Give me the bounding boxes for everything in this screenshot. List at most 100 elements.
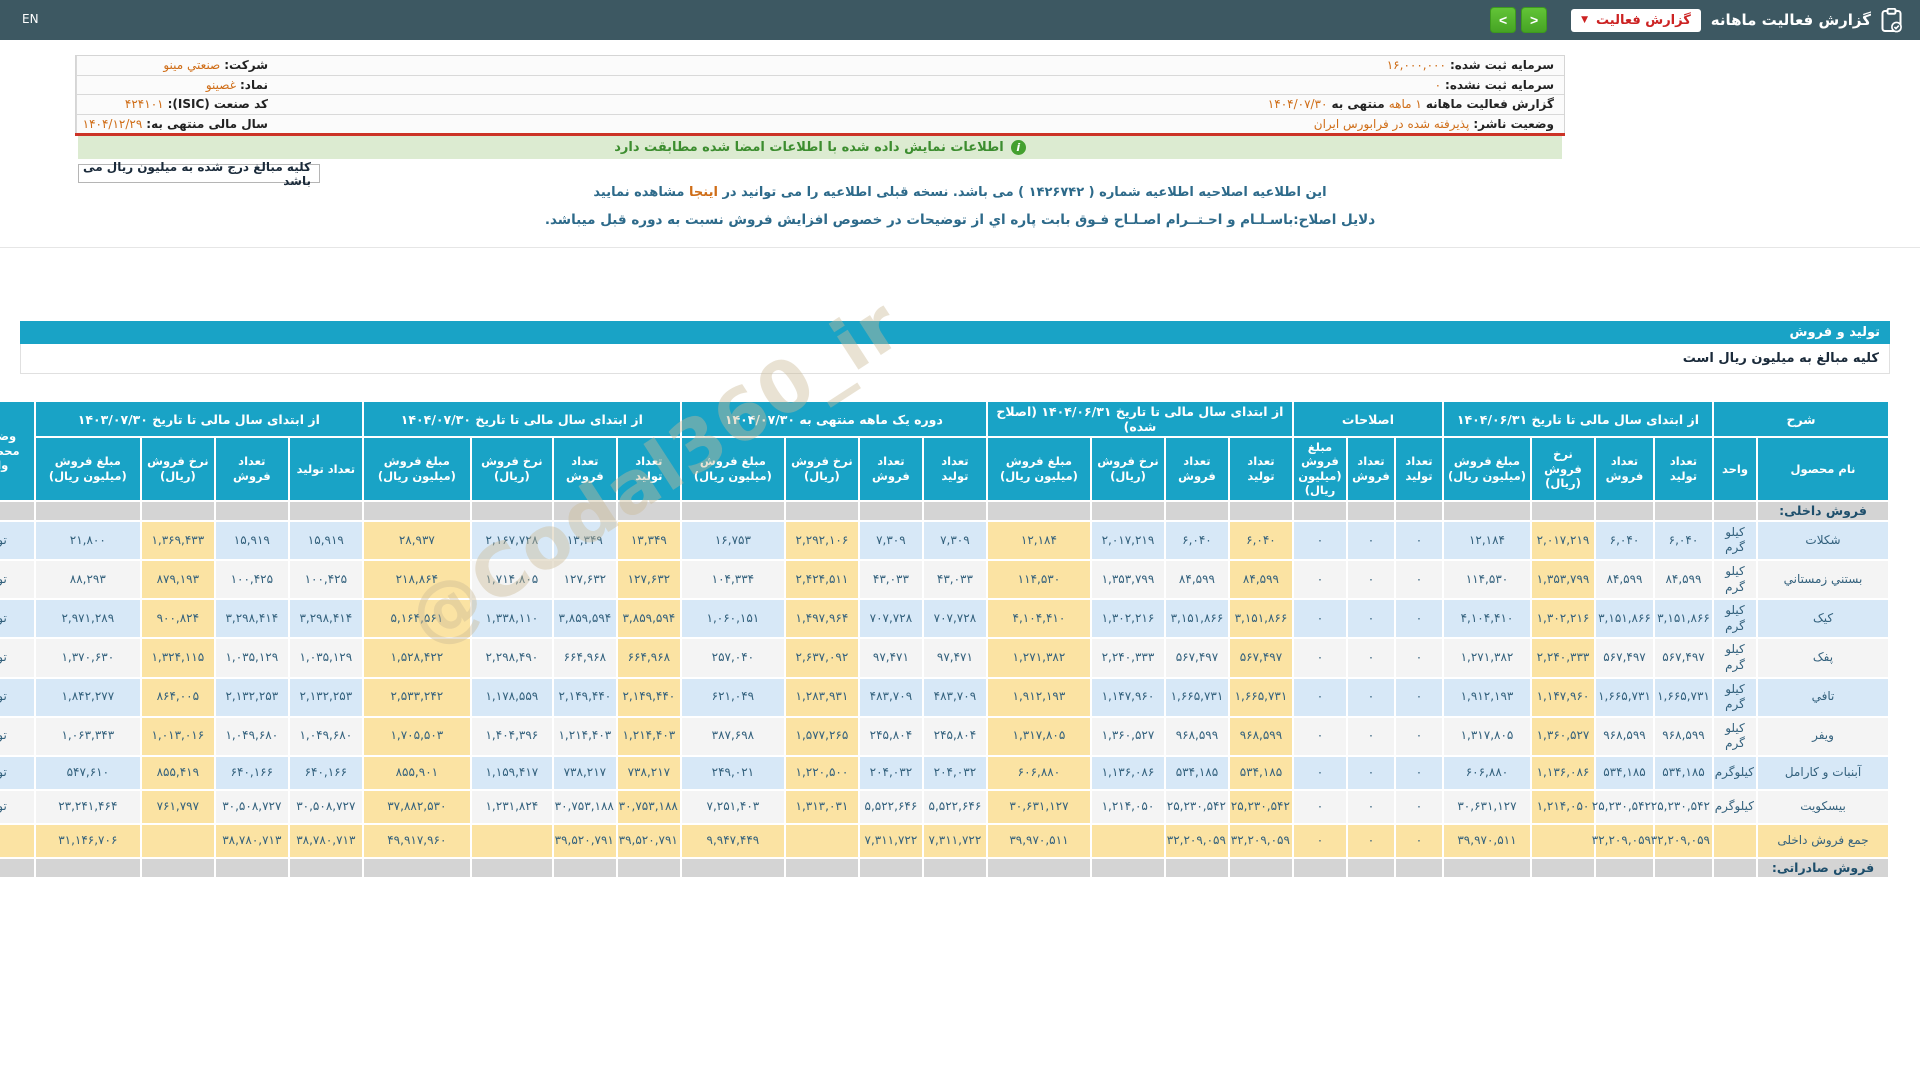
value-cell: ۰ xyxy=(1293,639,1346,677)
report-type-dropdown[interactable]: گزارش فعالیت ▼ xyxy=(1571,8,1701,32)
section-empty-cell xyxy=(1395,501,1442,520)
value-cell: ۳,۲۹۸,۴۱۴ xyxy=(215,600,288,638)
value-cell: ۲۴۹,۰۲۱ xyxy=(681,756,784,789)
value-cell: ۰ xyxy=(1347,790,1394,823)
section-empty-cell xyxy=(1165,501,1228,520)
value-cell: ۹۶۸,۵۹۹ xyxy=(1165,717,1228,755)
value-cell: ۲,۵۳۳,۲۴۲ xyxy=(363,678,470,716)
value-cell: ۱۳,۳۴۹ xyxy=(553,521,616,559)
language-switch-en[interactable]: EN xyxy=(22,12,39,26)
value-cell: ۳۰,۶۳۱,۱۲۷ xyxy=(1443,790,1530,823)
value-cell: ۷۰۷,۷۲۸ xyxy=(859,600,922,638)
value-cell: ۵۳۴,۱۸۵ xyxy=(1595,756,1653,789)
value-cell: ۷,۳۰۹ xyxy=(923,521,986,559)
info-value: پذیرفته شده در فرابورس ایران xyxy=(1313,116,1470,131)
column-group-fy_adj: از ابتدای سال مالی تا تاریخ ۱۴۰۴/۰۶/۳۱ (… xyxy=(987,402,1292,436)
value-cell: ۱,۱۵۹,۴۱۷ xyxy=(471,756,552,789)
value-cell: ۰ xyxy=(1395,756,1442,789)
value-cell: ۲۱,۸۰۰ xyxy=(35,521,140,559)
value-cell xyxy=(141,824,214,857)
value-cell: ۲,۲۴۰,۳۳۳ xyxy=(1531,639,1594,677)
table-units-note: کلیه مبالغ به میلیون ریال است xyxy=(20,344,1890,374)
value-cell: ۱,۳۳۸,۱۱۰ xyxy=(471,600,552,638)
section-empty-cell xyxy=(1531,501,1594,520)
section-empty-cell xyxy=(1595,858,1653,878)
value-cell: ۱,۰۳۵,۱۲۹ xyxy=(215,639,288,677)
value-cell: ۱,۳۶۰,۵۲۷ xyxy=(1091,717,1164,755)
value-cell: ۱۲۷,۶۳۲ xyxy=(553,560,616,599)
value-cell: ۱,۴۹۷,۹۶۴ xyxy=(785,600,858,638)
value-cell: ۶,۰۴۰ xyxy=(1229,521,1292,559)
content-divider xyxy=(0,247,1920,248)
value-cell: ۱,۱۴۷,۹۶۰ xyxy=(1531,678,1594,716)
previous-version-link[interactable]: اینجا xyxy=(689,185,718,200)
section-empty-cell xyxy=(35,501,140,520)
section-empty-cell xyxy=(859,501,922,520)
value-cell: ۱۲۷,۶۳۲ xyxy=(617,560,680,599)
info-value: ۴۲۴۱۰۱ xyxy=(124,97,164,112)
value-cell: ۸۴,۵۹۹ xyxy=(1654,560,1712,599)
value-cell: ۵,۱۶۴,۵۶۱ xyxy=(363,600,470,638)
section-empty-cell xyxy=(553,501,616,520)
value-cell xyxy=(471,824,552,857)
next-report-button[interactable]: > xyxy=(1521,7,1548,33)
value-cell: ۰ xyxy=(1395,600,1442,638)
value-cell: ۶۰۶,۸۸۰ xyxy=(1443,756,1530,789)
product-name-cell: ويفر xyxy=(1758,717,1888,755)
value-cell: ۱,۳۲۴,۱۱۵ xyxy=(141,639,214,677)
info-cell-mid: گزارش فعالیت ماهانه ۱ ماهه منتهی به ۱۴۰۴… xyxy=(276,97,1564,111)
value-cell: ۳۰,۵۰۸,۷۲۷ xyxy=(289,790,362,823)
product-name-cell: آبنبات و کارامل xyxy=(1758,756,1888,789)
revision-reason-text: دلایل اصلاح:باسـلـام و احـتــرام اصـلـاح… xyxy=(544,212,1376,228)
info-label: شرکت: xyxy=(224,58,268,73)
value-cell: ۱,۲۷۱,۳۸۲ xyxy=(987,639,1090,677)
revision-notice-pre: این اطلاعیه اصلاحیه اطلاعیه شماره ( ۱۴۲۶… xyxy=(717,185,1327,200)
value-cell: ۰ xyxy=(1395,639,1442,677)
section-empty-cell xyxy=(1293,858,1346,878)
value-cell: ۳۰,۷۵۳,۱۸۸ xyxy=(617,790,680,823)
value-cell: ۱,۰۴۹,۶۸۰ xyxy=(215,717,288,755)
value-cell: ۹۶۸,۵۹۹ xyxy=(1595,717,1653,755)
value-cell: ۱,۶۶۵,۷۳۱ xyxy=(1165,678,1228,716)
value-cell: ۱,۶۶۵,۷۳۱ xyxy=(1654,678,1712,716)
column-header-fy_orig: مبلغ فروش (میلیون ریال) xyxy=(1443,438,1530,500)
value-cell: ۱,۱۳۶,۰۸۶ xyxy=(1091,756,1164,789)
info-row: سرمایه ثبت نشده: ۰ نماد: غصينو xyxy=(76,75,1564,95)
value-cell: ۹۷,۴۷۱ xyxy=(859,639,922,677)
section-empty-cell xyxy=(1293,501,1346,520)
value-cell: ۱,۲۱۴,۴۰۳ xyxy=(617,717,680,755)
info-icon: i xyxy=(1010,140,1026,155)
value-cell: ۵۳۴,۱۸۵ xyxy=(1165,756,1228,789)
product-name-cell: کیک xyxy=(1758,600,1888,638)
value-cell: ۶,۰۴۰ xyxy=(1654,521,1712,559)
status-cell: تولید xyxy=(0,678,34,716)
info-cell-right: سال مالی منتهی به: ۱۴۰۴/۱۲/۲۹ xyxy=(76,114,276,133)
value-cell: ۱,۷۰۵,۵۰۳ xyxy=(363,717,470,755)
value-cell: ۳,۱۵۱,۸۶۶ xyxy=(1229,600,1292,638)
value-cell: ۲۱۸,۸۶۴ xyxy=(363,560,470,599)
value-cell: ۴۳,۰۳۳ xyxy=(859,560,922,599)
value-cell: ۲,۱۶۷,۷۲۸ xyxy=(471,521,552,559)
column-header-prev: تعداد فروش xyxy=(215,438,288,500)
value-cell: ۴۸۳,۷۰۹ xyxy=(923,678,986,716)
status-cell: تولید xyxy=(0,600,34,638)
value-cell: ۰ xyxy=(1347,756,1394,789)
status-cell xyxy=(0,824,34,857)
value-cell: ۰ xyxy=(1293,560,1346,599)
value-cell: ۱,۳۵۳,۷۹۹ xyxy=(1531,560,1594,599)
column-header-prev: تعداد تولید xyxy=(289,438,362,500)
section-empty-cell xyxy=(1165,858,1228,878)
value-cell: ۰ xyxy=(1347,678,1394,716)
value-cell: ۵,۵۲۲,۶۴۶ xyxy=(859,790,922,823)
section-label: فروش داخلی: xyxy=(1758,501,1888,520)
value-cell: ۲۰۴,۰۳۲ xyxy=(859,756,922,789)
value-cell: ۶۴۰,۱۶۶ xyxy=(215,756,288,789)
section-empty-cell xyxy=(0,858,34,878)
value-cell xyxy=(1091,824,1164,857)
value-cell: ۲,۹۷۱,۲۸۹ xyxy=(35,600,140,638)
column-header-fy_orig: نرخ فروش (ریال) xyxy=(1531,438,1594,500)
value-cell: ۱۰۰,۴۲۵ xyxy=(289,560,362,599)
previous-report-button[interactable]: < xyxy=(1490,7,1517,33)
value-cell: ۲۴۵,۸۰۴ xyxy=(923,717,986,755)
value-cell: ۱,۳۶۹,۴۳۳ xyxy=(141,521,214,559)
